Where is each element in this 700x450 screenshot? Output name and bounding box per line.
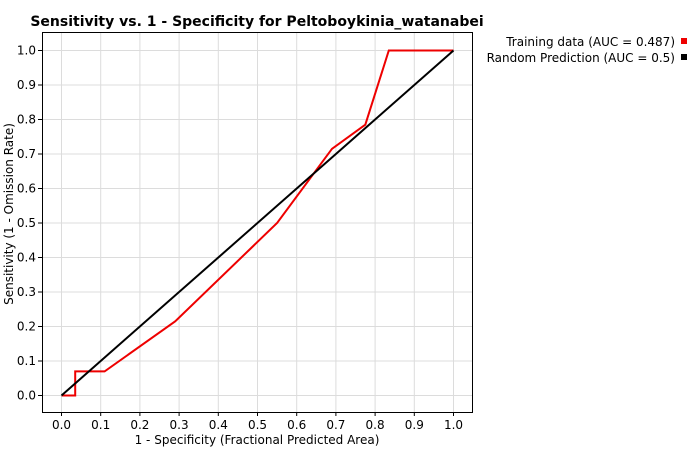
legend-label-training: Training data (AUC = 0.487)	[505, 35, 675, 49]
y-tick-label: 0.8	[17, 113, 36, 127]
x-tick-label: 0.4	[209, 418, 228, 432]
legend-label-random: Random Prediction (AUC = 0.5)	[487, 51, 675, 65]
legend-swatch-random	[681, 54, 687, 60]
x-tick-label: 0.2	[130, 418, 149, 432]
y-tick-label: 0.7	[17, 147, 36, 161]
y-tick-label: 0.5	[17, 216, 36, 230]
chart-title: Sensitivity vs. 1 - Specificity for Pelt…	[30, 14, 483, 30]
y-tick-label: 1.0	[17, 44, 36, 58]
x-tick-label: 0.1	[91, 418, 110, 432]
legend: Training data (AUC = 0.487) Random Predic…	[487, 35, 687, 65]
x-tick-label: 0.5	[248, 418, 267, 432]
x-tick-label: 0.0	[52, 418, 71, 432]
training-data-line	[61, 49, 454, 397]
x-tick-label: 1.0	[444, 418, 463, 432]
x-tick-label: 0.9	[405, 418, 424, 432]
y-tick-label: 0.3	[17, 285, 36, 299]
y-tick-label: 0.4	[17, 251, 36, 265]
y-tick-label: 0.0	[17, 389, 36, 403]
x-tick-label: 0.6	[287, 418, 306, 432]
y-tick-label: 0.6	[17, 182, 36, 196]
x-tick-label: 0.3	[170, 418, 189, 432]
y-tick-label: 0.9	[17, 78, 36, 92]
axis-ticks: 0.0 0.1 0.2 0.3 0.4 0.5 0.6 0.7 0.8 0.9 1.0 0.0 0.1 0…	[17, 44, 463, 433]
y-tick-label: 0.1	[17, 354, 36, 368]
x-axis-title: 1 - Specificity (Fractional Predicted Ar…	[135, 433, 380, 447]
x-tick-label: 0.8	[366, 418, 385, 432]
series-group	[60, 49, 455, 397]
random-prediction-line	[60, 49, 455, 397]
y-axis-title: Sensitivity (1 - Omission Rate)	[2, 123, 16, 305]
y-tick-label: 0.2	[17, 320, 36, 334]
x-tick-label: 0.7	[326, 418, 345, 432]
legend-swatch-training	[681, 38, 687, 44]
